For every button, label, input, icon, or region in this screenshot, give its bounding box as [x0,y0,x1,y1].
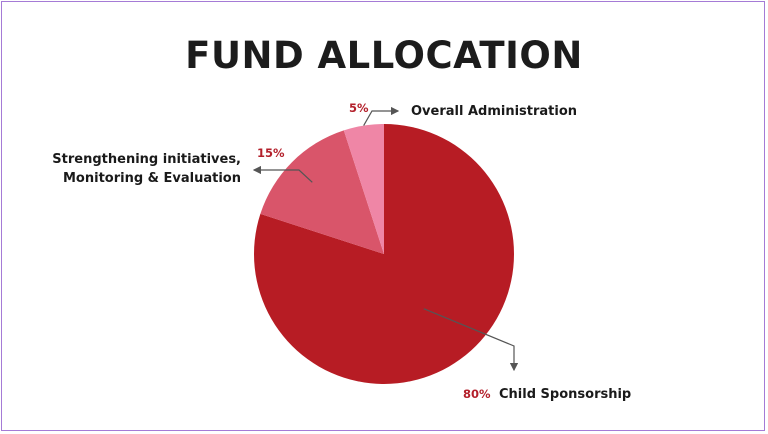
slice-label-strengthening-initiatives-monitoring-evaluation: Strengthening initiatives, Monitoring & E… [52,152,241,186]
pie-slice-strengthening-initiatives-monitoring-evaluation [260,130,384,254]
slice-label-child-sponsorship: Child Sponsorship [499,387,631,402]
percent-label-strengthening-initiatives-monitoring-evaluation: 15% [257,146,285,160]
leader-line-child-sponsorship [423,308,519,372]
slice-label-overall-administration: Overall Administration [411,104,577,119]
percent-label-child-sponsorship: 80% [463,387,491,401]
leader-line-overall-administration [363,106,400,126]
chart-title: FUND ALLOCATION [185,34,583,77]
pie-slice-overall-administration [343,124,384,254]
leader-line-strengthening-initiatives-monitoring-evaluation [252,165,313,183]
percent-label-overall-administration: 5% [349,101,369,115]
